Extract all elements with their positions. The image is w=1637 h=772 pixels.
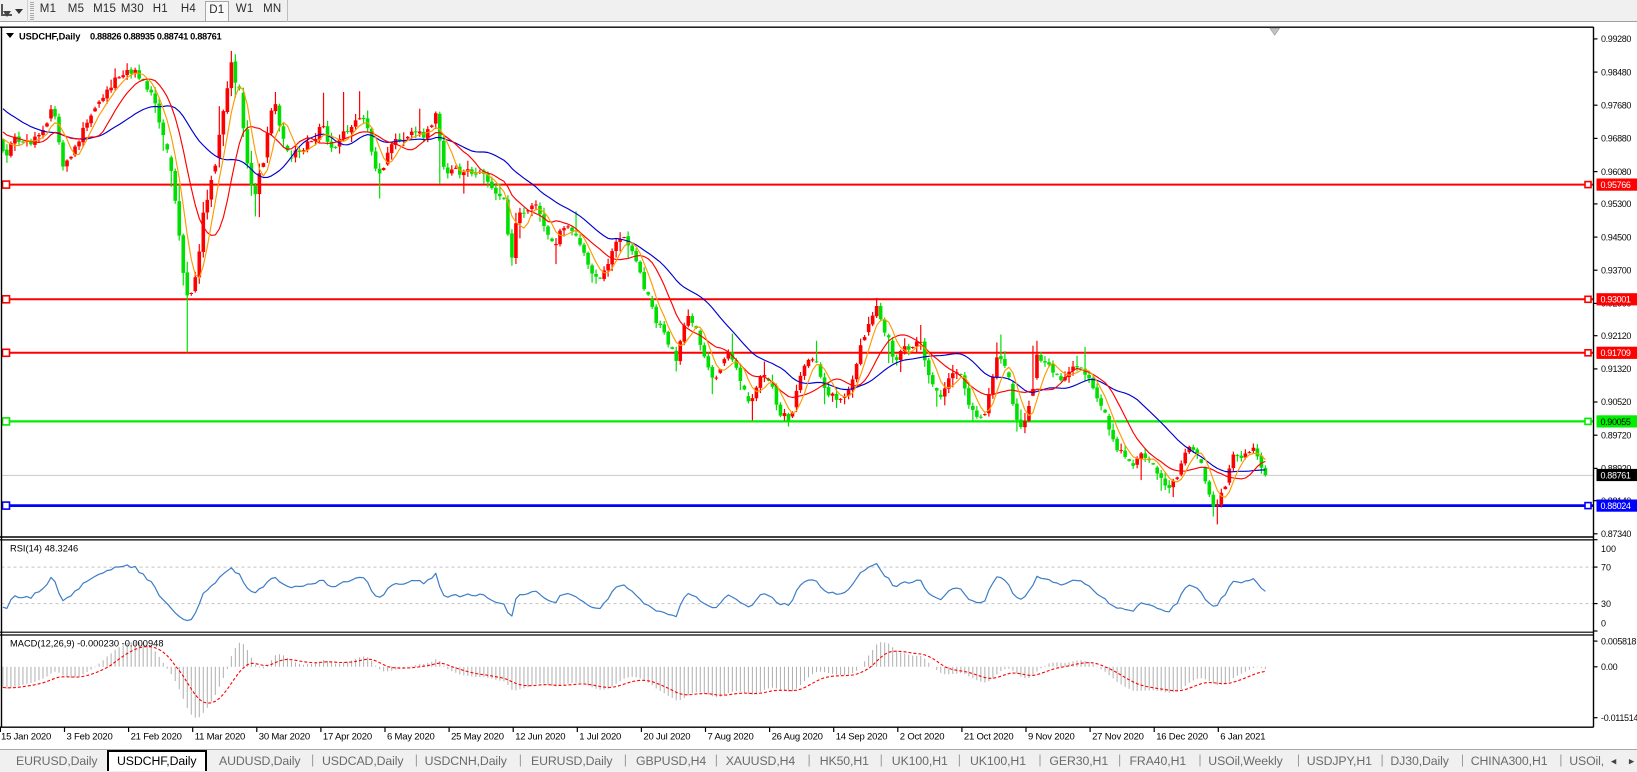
svg-text:30: 30 [1601, 599, 1611, 609]
svg-text:MACD(12,26,9) -0.000230 -0.000: MACD(12,26,9) -0.000230 -0.000948 [10, 639, 164, 649]
svg-text:USDCHF,Daily: USDCHF,Daily [19, 32, 81, 42]
svg-text:17 Apr 2020: 17 Apr 2020 [323, 732, 372, 743]
svg-text:0.92120: 0.92120 [1601, 331, 1631, 341]
svg-text:0.89720: 0.89720 [1601, 430, 1631, 440]
svg-text:0.96880: 0.96880 [1601, 134, 1631, 144]
svg-text:0.93001: 0.93001 [1601, 295, 1631, 305]
svg-text:0.97680: 0.97680 [1601, 100, 1631, 110]
svg-text:2 Oct 2020: 2 Oct 2020 [900, 732, 944, 743]
svg-text:20 Jul 2020: 20 Jul 2020 [643, 732, 690, 743]
svg-text:70: 70 [1601, 562, 1611, 572]
svg-text:0.95300: 0.95300 [1601, 199, 1631, 209]
svg-text:0.005818: 0.005818 [1601, 636, 1636, 646]
svg-text:0: 0 [1601, 619, 1606, 629]
svg-text:3 Feb 2020: 3 Feb 2020 [67, 732, 113, 743]
svg-text:15 Jan 2020: 15 Jan 2020 [1, 732, 51, 743]
svg-text:6 Jan 2021: 6 Jan 2021 [1220, 732, 1265, 743]
svg-text:27 Nov 2020: 27 Nov 2020 [1092, 732, 1144, 743]
svg-text:0.88024: 0.88024 [1601, 501, 1631, 511]
svg-text:0.96080: 0.96080 [1601, 167, 1631, 177]
svg-text:0.98480: 0.98480 [1601, 67, 1631, 77]
svg-text:0.95766: 0.95766 [1601, 180, 1631, 190]
svg-text:25 May 2020: 25 May 2020 [451, 732, 504, 743]
svg-text:30 Mar 2020: 30 Mar 2020 [259, 732, 310, 743]
svg-text:0.88761: 0.88761 [1601, 470, 1631, 480]
svg-text:0.00: 0.00 [1601, 662, 1618, 672]
svg-text:-0.011514: -0.011514 [1601, 713, 1637, 723]
svg-text:14 Sep 2020: 14 Sep 2020 [836, 732, 888, 743]
svg-text:100: 100 [1601, 544, 1616, 554]
svg-text:0.88920: 0.88920 [1601, 464, 1631, 474]
svg-text:RSI(14) 48.3246: RSI(14) 48.3246 [10, 544, 78, 554]
svg-text:0.99280: 0.99280 [1601, 34, 1631, 44]
svg-text:21 Feb 2020: 21 Feb 2020 [131, 732, 182, 743]
svg-text:12 Jun 2020: 12 Jun 2020 [515, 732, 565, 743]
svg-text:9 Nov 2020: 9 Nov 2020 [1028, 732, 1075, 743]
svg-text:21 Oct 2020: 21 Oct 2020 [964, 732, 1014, 743]
svg-text:16 Dec 2020: 16 Dec 2020 [1156, 732, 1208, 743]
svg-text:0.91320: 0.91320 [1601, 364, 1631, 374]
svg-text:0.87340: 0.87340 [1601, 529, 1631, 539]
svg-text:7 Aug 2020: 7 Aug 2020 [708, 732, 754, 743]
svg-text:0.88826 0.88935 0.88741 0.8876: 0.88826 0.88935 0.88741 0.88761 [90, 32, 222, 42]
svg-text:6 May 2020: 6 May 2020 [387, 732, 435, 743]
svg-text:26 Aug 2020: 26 Aug 2020 [772, 732, 823, 743]
svg-text:0.93700: 0.93700 [1601, 265, 1631, 275]
svg-text:0.90055: 0.90055 [1601, 417, 1631, 427]
svg-text:11 Mar 2020: 11 Mar 2020 [195, 732, 245, 743]
svg-text:0.94500: 0.94500 [1601, 232, 1631, 242]
svg-text:1 Jul 2020: 1 Jul 2020 [579, 732, 621, 743]
svg-text:0.91709: 0.91709 [1601, 348, 1631, 358]
svg-text:0.90520: 0.90520 [1601, 397, 1631, 407]
